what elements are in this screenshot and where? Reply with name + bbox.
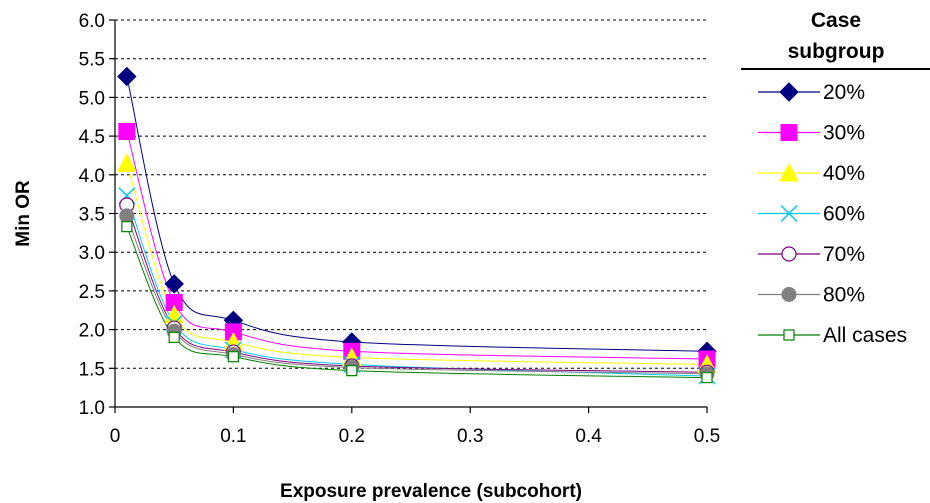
x-tick-label: 0.4 [575, 426, 602, 447]
gridlines [115, 19, 707, 369]
legend-label: 70% [823, 243, 865, 266]
legend-marker [779, 162, 799, 182]
legend-title-line-1: Case [811, 9, 861, 32]
legend-items: 20% 30% 40% 60% 70% 80% All cases [758, 81, 907, 347]
y-tick-label: 1.0 [79, 398, 105, 419]
legend-item-4: 70% [758, 243, 865, 266]
y-tick-label: 2.0 [79, 321, 105, 342]
y-axis-ticks: 1.0 1.5 2.0 2.5 3.0 3.5 4.0 4.5 5.0 5.5 6.0 [79, 11, 115, 419]
x-axis-ticks: 0 0.1 0.2 0.3 0.4 0.5 [110, 407, 720, 447]
legend-item-6: All cases [758, 324, 907, 347]
legend-marker [780, 204, 798, 223]
data-point-s2-0 [117, 153, 137, 172]
y-tick-label: 4.0 [79, 166, 105, 187]
series-markers [117, 66, 717, 385]
legend-label: 30% [823, 122, 865, 145]
legend-title-line-2: subgroup [788, 40, 885, 63]
legend-item-1: 30% [758, 122, 865, 145]
y-tick-label: 4.5 [79, 127, 105, 148]
data-point-s6-1 [168, 331, 180, 343]
x-tick-label: 0.3 [457, 426, 483, 447]
y-tick-label: 5.5 [79, 50, 105, 71]
data-point-s1-0 [118, 122, 136, 140]
x-tick-label: 0.2 [339, 426, 365, 447]
data-point-s6-3 [346, 365, 358, 377]
legend-item-5: 80% [758, 284, 865, 307]
legend-item-3: 60% [758, 203, 865, 226]
y-tick-label: 1.5 [79, 359, 105, 380]
legend-label: 80% [823, 284, 865, 307]
x-axis-title: Exposure prevalence (subcohort) [280, 481, 582, 502]
data-point-s6-0 [121, 221, 133, 233]
data-point-s5-0 [119, 208, 135, 224]
legend-marker [783, 329, 795, 341]
series-lines [126, 76, 708, 379]
data-point-s0-0 [117, 66, 137, 87]
series-line-6 [126, 226, 708, 379]
series-line-0 [126, 76, 708, 352]
legend-label: 40% [823, 162, 865, 185]
legend-label: 20% [823, 81, 865, 104]
y-axis-title: Min OR [13, 180, 34, 247]
y-tick-label: 5.0 [79, 88, 105, 109]
data-point-s0-1 [164, 274, 184, 294]
series-line-5 [126, 215, 708, 375]
x-tick-label: 0 [110, 426, 121, 447]
legend-label: All cases [823, 324, 907, 347]
legend: Case subgroup 20% 30% 40% 60% 70% 80% All case… [741, 9, 930, 347]
y-tick-label: 2.5 [79, 282, 105, 303]
legend-marker [781, 246, 797, 262]
legend-marker-stroke [780, 204, 798, 223]
x-tick-label: 0.1 [220, 426, 246, 447]
series-line-2 [126, 163, 708, 365]
legend-marker [779, 82, 799, 102]
legend-item-2: 40% [758, 162, 865, 185]
y-tick-label: 6.0 [79, 11, 105, 32]
legend-marker [780, 124, 798, 141]
legend-item-0: 20% [758, 81, 865, 104]
data-point-s6-4 [701, 371, 713, 384]
legend-label: 60% [823, 203, 865, 226]
series-line-4 [126, 204, 708, 373]
y-tick-label: 3.5 [79, 205, 105, 226]
series-line-1 [126, 131, 708, 360]
data-point-s6-2 [227, 351, 239, 363]
x-tick-label: 0.5 [694, 426, 720, 447]
legend-marker [781, 287, 797, 302]
y-tick-label: 3.0 [79, 243, 105, 264]
